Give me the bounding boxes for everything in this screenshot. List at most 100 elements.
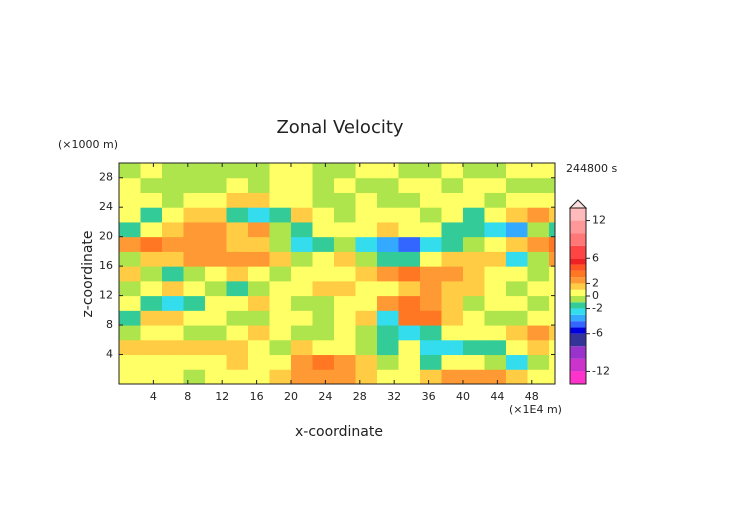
cell [247,163,270,179]
cell [247,192,270,208]
cell [161,192,184,208]
cell [505,325,528,341]
cell [204,339,227,356]
cell [226,192,249,208]
cell [269,354,292,370]
cell [247,236,270,252]
cell [226,339,249,356]
cell [247,295,270,311]
cell [204,295,227,311]
y-tick-label: 24 [99,200,113,213]
cell [419,280,442,297]
cell [333,236,356,252]
cell [505,177,528,193]
cell [204,163,227,179]
cell [441,221,464,238]
cell [398,354,421,370]
cell [140,295,163,311]
cell [548,280,555,297]
cell [398,266,421,282]
cell [333,207,356,223]
cell [140,207,163,223]
cell [269,236,292,252]
cell [462,280,485,297]
cell [204,207,227,223]
cell [398,163,421,179]
cell [527,295,550,311]
cell [548,192,555,208]
cell [548,177,555,193]
cell [527,251,550,267]
colorbar-bin [570,358,586,372]
colorbar-bin [570,346,586,359]
cell [505,163,528,179]
cell [140,266,163,282]
cell [226,325,249,341]
cell [548,207,555,223]
cell [333,221,356,238]
cell [376,369,399,384]
cell [290,236,313,252]
x-tick-label: 12 [215,390,229,403]
cell [269,339,292,356]
cell [376,339,399,356]
y-tick-label: 16 [99,259,113,272]
cell [226,295,249,311]
colorbar-bin [570,233,586,246]
cell [441,251,464,267]
cell [161,354,184,370]
y-tick-label: 20 [99,230,113,243]
cell [505,369,528,384]
cell [183,221,206,238]
cell [312,354,335,370]
cell [462,325,485,341]
cell [269,325,292,341]
cell [419,339,442,356]
cell [140,221,163,238]
colorbar-bin [570,208,586,221]
cell [247,280,270,297]
cell [119,310,141,326]
cell [161,310,184,326]
cell [269,177,292,193]
cell [527,354,550,370]
cell [183,354,206,370]
cell [333,354,356,370]
cell [183,192,206,208]
cell [484,325,507,341]
x-unit: (×1E4 m) [509,403,562,416]
cell [419,325,442,341]
cell [119,236,141,252]
x-tick-label: 48 [525,390,539,403]
cell [548,339,555,356]
cell [290,369,313,384]
cell [376,310,399,326]
cell [548,236,555,252]
cell [161,280,184,297]
cell [484,192,507,208]
cell [484,163,507,179]
y-tick-label: 4 [106,348,113,361]
cell [269,221,292,238]
cell [226,177,249,193]
cell [398,221,421,238]
cell [226,266,249,282]
cell [204,266,227,282]
cell [333,163,356,179]
cell [441,177,464,193]
cell [140,163,163,179]
x-tick-label: 4 [150,390,157,403]
cell [505,236,528,252]
cell [462,354,485,370]
cell [247,266,270,282]
cell [527,369,550,384]
cell [161,369,184,384]
cell [527,177,550,193]
cell [312,369,335,384]
cell [183,310,206,326]
y-unit: (×1000 m) [58,138,118,151]
cell [484,177,507,193]
x-tick-label: 40 [456,390,470,403]
cell [204,310,227,326]
cell [355,310,378,326]
